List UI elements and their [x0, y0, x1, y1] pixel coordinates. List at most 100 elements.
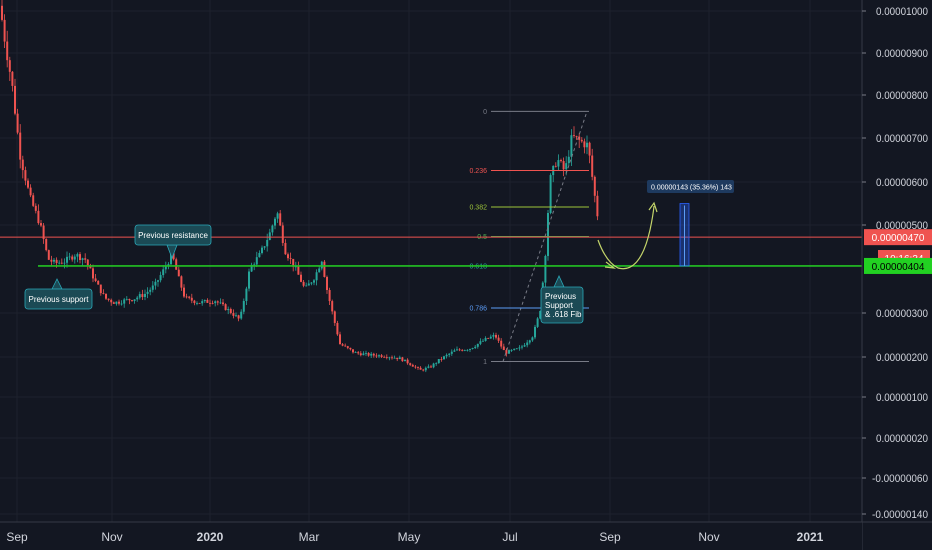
candle-body-2646 — [263, 246, 266, 248]
candle-body-358 — [34, 205, 37, 211]
candle-body-1814 — [180, 276, 183, 288]
candle-body-150 — [14, 85, 16, 114]
candle-body-1710 — [170, 253, 172, 265]
candle-body-4882 — [487, 337, 490, 339]
candle-body-2724 — [271, 225, 274, 233]
candle-body-5168 — [515, 348, 518, 350]
fib-level-label-0: 0 — [483, 109, 487, 116]
candle-body-2152 — [214, 301, 217, 304]
candle-body-436 — [42, 225, 45, 240]
candle-body-3686 — [367, 352, 370, 356]
y-tick-label-8: 0.00000100 — [876, 392, 928, 404]
candle-body-5558 — [554, 165, 557, 167]
candle-body-98 — [8, 60, 11, 72]
candle-body-2854 — [284, 242, 287, 255]
candle-body-3660 — [365, 352, 367, 354]
candle-body-592 — [58, 262, 61, 264]
candle-body-4804 — [479, 341, 482, 344]
candle-body-5116 — [510, 349, 513, 351]
candle-body-5896 — [588, 142, 591, 156]
candle-body-3062 — [305, 285, 308, 287]
candle-body-4180 — [417, 367, 419, 368]
candle-body-2178 — [216, 301, 219, 303]
previous-resistance-callout[interactable]: Previous resistance — [134, 224, 212, 260]
candle-body-1476 — [146, 291, 149, 294]
candle-body-176 — [16, 113, 19, 133]
previous-resistance-callout-line-0: Previous resistance — [138, 231, 208, 240]
candle-body-4960 — [495, 334, 497, 338]
fib-level-label-2: 0.382 — [469, 204, 487, 211]
candle-body-1008 — [99, 284, 102, 294]
candle-body-1658 — [164, 266, 167, 270]
support-price-tag: 0.00000404 — [872, 262, 925, 273]
price-axis[interactable]: 0.00001000 0.00000900 0.00000800 0.00000700… — [861, 0, 932, 550]
candle-body-2256 — [224, 304, 227, 311]
candle-body-3166 — [315, 272, 318, 281]
candle-body-878 — [86, 259, 89, 266]
candle-body-618 — [60, 262, 63, 264]
candle-body-3556 — [354, 352, 357, 354]
candle-body-1970 — [196, 302, 198, 304]
candle-body-5480 — [547, 212, 549, 256]
candle-body-306 — [29, 187, 32, 196]
candle-body-2386 — [237, 315, 240, 319]
candle-body-514 — [50, 259, 53, 262]
callouts[interactable]: Previous support Previous resistance Previ… — [24, 224, 584, 324]
candle-body-2438 — [242, 300, 245, 312]
previous-support-callout[interactable]: Previous support — [24, 278, 93, 310]
y-tick-label-4: 0.00000600 — [876, 177, 928, 189]
candle-body-5974 — [596, 195, 599, 217]
fib-level-label-4: 0.618 — [469, 264, 487, 271]
drawings[interactable]: 0.00000143 (35.36%) 143 — [597, 180, 734, 270]
candle-body-4570 — [456, 349, 458, 351]
candle-body-1944 — [193, 300, 196, 304]
candle-body-2958 — [294, 266, 297, 268]
candle-body-3868 — [385, 357, 388, 358]
candle-body-5038 — [502, 346, 505, 351]
x-tick-label-3: Mar — [299, 530, 320, 544]
candle-body-1762 — [175, 259, 178, 270]
candle-body-4050 — [404, 359, 406, 362]
previous-support-fib-callout-line-2: & .618 Fib — [545, 310, 582, 319]
candle-body-4102 — [409, 363, 412, 365]
x-tick-label-8: 2021 — [797, 530, 824, 544]
candle-body-1138 — [112, 302, 115, 304]
candle-body-2516 — [250, 264, 253, 272]
projection-curve[interactable] — [597, 205, 655, 270]
candle-body-3348 — [333, 311, 336, 323]
candle-body-2490 — [248, 271, 250, 289]
candle-body-5142 — [513, 348, 516, 350]
candle-body-4388 — [437, 359, 440, 364]
candle-body-410 — [40, 223, 42, 226]
candle-body-124 — [11, 71, 14, 86]
candle-body-4674 — [466, 349, 469, 351]
candle-body-800 — [79, 254, 81, 260]
candle-body-462 — [45, 239, 48, 251]
candle-body-3036 — [302, 281, 305, 286]
candle-body-488 — [47, 250, 50, 260]
candle-body-644 — [63, 262, 66, 264]
candle-body-2022 — [201, 301, 204, 304]
candle-body-1892 — [188, 296, 191, 298]
candle-body-748 — [73, 256, 76, 260]
candle-body-4648 — [463, 350, 466, 351]
candle-body-4908 — [489, 336, 492, 339]
candle-body-904 — [89, 265, 92, 269]
previous-support-callout-line-0: Previous support — [28, 295, 89, 304]
candle-body-2932 — [292, 258, 295, 267]
candle-body-5220 — [521, 346, 523, 348]
candle-body-4778 — [476, 343, 479, 347]
candle-body-4024 — [401, 357, 404, 362]
candle-body-1346 — [133, 299, 136, 302]
fib-level-label-5: 0.786 — [469, 306, 487, 313]
previous-support-callout-box — [24, 288, 93, 310]
candle-body-384 — [37, 210, 40, 224]
candle-body-3270 — [326, 276, 328, 290]
candle-body-4362 — [435, 363, 438, 364]
y-tick-label-9: 0.00000020 — [876, 433, 928, 445]
x-tick-label-0: Sep — [6, 530, 28, 544]
candle-body-5298 — [528, 340, 531, 343]
time-axis[interactable]: Sep Nov 2020 Mar May Jul Sep Nov 2021 — [0, 521, 932, 550]
